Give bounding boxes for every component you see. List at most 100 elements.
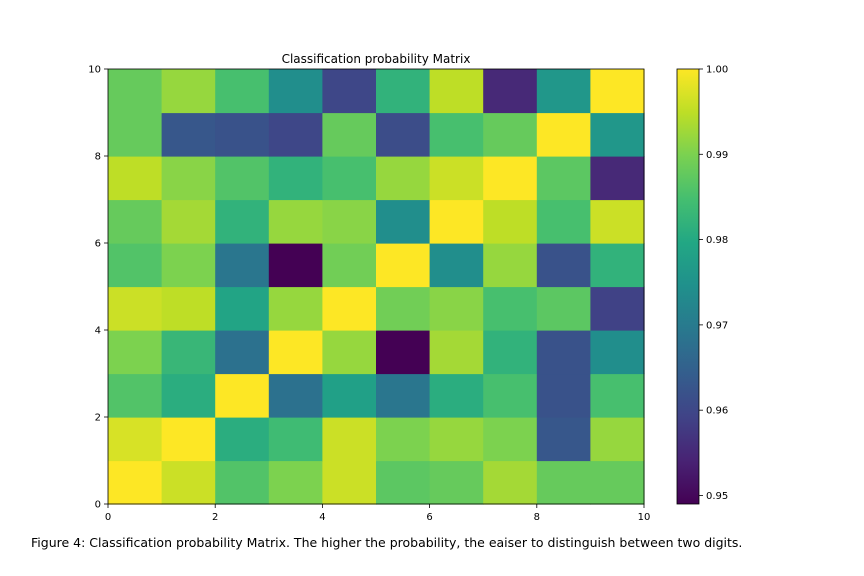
x-tick-label: 8 <box>534 512 540 523</box>
heatmap-cell <box>376 373 431 418</box>
heatmap-cell <box>215 330 270 375</box>
heatmap-cell <box>536 460 591 505</box>
heatmap-cell <box>108 417 163 462</box>
heatmap-cell <box>376 330 431 375</box>
y-tick-label: 0 <box>95 500 101 511</box>
heatmap-cell <box>161 156 216 201</box>
plot-frame <box>107 68 645 505</box>
heatmap-cell <box>376 460 431 505</box>
heatmap-cell <box>268 286 323 331</box>
heatmap-cell <box>483 460 538 505</box>
heatmap-cell <box>322 286 377 331</box>
heatmap-cell <box>483 373 538 418</box>
heatmap-cell <box>108 69 163 114</box>
heatmap-cell <box>429 417 484 462</box>
heatmap-cell <box>108 156 163 201</box>
heatmap-cell <box>429 286 484 331</box>
figure-caption: Figure 4: Classification probability Mat… <box>31 535 743 550</box>
heatmap-cell <box>376 199 431 244</box>
colorbar-tick-label: 0.96 <box>706 406 728 417</box>
heatmap-cell <box>429 112 484 157</box>
heatmap-cell <box>268 112 323 157</box>
x-tick-label: 10 <box>638 512 651 523</box>
y-tick-label: 2 <box>95 413 101 424</box>
heatmap-cell <box>483 199 538 244</box>
heatmap-cell <box>483 69 538 114</box>
heatmap-cell <box>376 243 431 288</box>
heatmap-cell <box>161 373 216 418</box>
heatmap-cell <box>108 243 163 288</box>
heatmap-cell <box>215 286 270 331</box>
heatmap-cell <box>215 69 270 114</box>
colorbar-axis: 0.95 0.96 0.97 0.98 0.99 1.00 <box>699 65 728 502</box>
heatmap-cell <box>536 199 591 244</box>
heatmap-cell <box>161 286 216 331</box>
heatmap-cell <box>322 243 377 288</box>
heatmap-cell <box>161 417 216 462</box>
heatmap-cell <box>376 156 431 201</box>
heatmap-cell <box>215 243 270 288</box>
heatmap-cell <box>322 330 377 375</box>
heatmap-cell <box>483 330 538 375</box>
heatmap-cell <box>268 417 323 462</box>
heatmap-cell <box>215 373 270 418</box>
heatmap-cell <box>376 69 431 114</box>
x-tick-label: 2 <box>212 512 218 523</box>
heatmap-cell <box>376 417 431 462</box>
x-tick-label: 0 <box>105 512 111 523</box>
heatmap-cell <box>429 330 484 375</box>
x-tick-label: 4 <box>319 512 325 523</box>
colorbar-tick-label: 0.98 <box>706 235 728 246</box>
heatmap-cell <box>322 112 377 157</box>
heatmap-cell <box>429 373 484 418</box>
colorbar-frame <box>676 68 700 505</box>
heatmap-cell <box>536 112 591 157</box>
heatmap-cell <box>590 286 645 331</box>
heatmap-cell <box>483 112 538 157</box>
y-axis: 0 2 4 6 8 10 <box>88 65 108 511</box>
heatmap-cell <box>215 460 270 505</box>
heatmap-cell <box>590 243 645 288</box>
heatmap-cell <box>268 156 323 201</box>
heatmap-cell <box>483 156 538 201</box>
colorbar-tick-label: 1.00 <box>706 65 728 76</box>
heatmap-cell <box>322 417 377 462</box>
heatmap-cell <box>483 243 538 288</box>
heatmap-cell <box>161 112 216 157</box>
heatmap-cell <box>536 156 591 201</box>
heatmap-cell <box>536 417 591 462</box>
heatmap-cell <box>376 112 431 157</box>
y-tick-label: 6 <box>95 239 101 250</box>
colorbar <box>677 69 699 504</box>
heatmap-cell <box>268 243 323 288</box>
heatmap-cell <box>322 156 377 201</box>
heatmap-cell <box>108 373 163 418</box>
heatmap-cell <box>268 69 323 114</box>
heatmap-cell <box>590 460 645 505</box>
heatmap-cell <box>590 69 645 114</box>
heatmap-cell <box>215 199 270 244</box>
y-tick-label: 10 <box>88 65 101 76</box>
heatmap-cell <box>322 69 377 114</box>
heatmap-cell <box>590 373 645 418</box>
heatmap-cell <box>590 112 645 157</box>
heatmap-cell <box>322 460 377 505</box>
colorbar-tick-label: 0.97 <box>706 320 728 331</box>
x-axis: 0 2 4 6 8 10 <box>105 504 651 523</box>
heatmap-cell <box>161 243 216 288</box>
heatmap-cell <box>429 156 484 201</box>
heatmap-cell <box>536 286 591 331</box>
heatmap-cell <box>161 199 216 244</box>
heatmap-cell <box>108 199 163 244</box>
heatmap-cell <box>268 460 323 505</box>
heatmap-cell <box>590 199 645 244</box>
heatmap-cell <box>108 286 163 331</box>
y-tick-label: 4 <box>95 326 101 337</box>
heatmap-cell <box>590 330 645 375</box>
heatmap-cell <box>483 286 538 331</box>
y-tick-label: 8 <box>95 152 101 163</box>
heatmap-cell <box>268 373 323 418</box>
heatmap-cell <box>268 330 323 375</box>
chart-title: Classification probability Matrix <box>282 52 471 66</box>
